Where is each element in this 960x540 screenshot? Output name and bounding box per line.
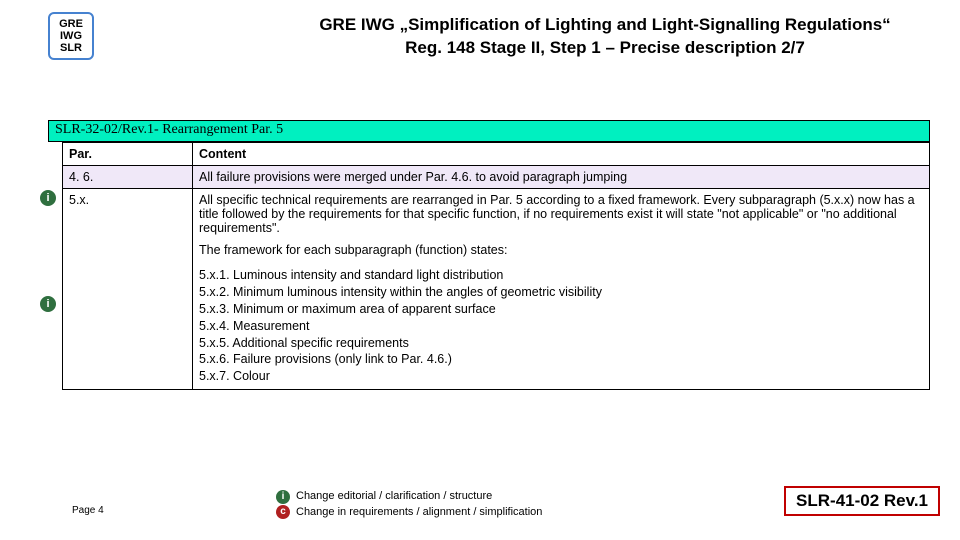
cell-content: All failure provisions were merged under… [193,166,930,189]
table-row: 4. 6. All failure provisions were merged… [63,166,930,189]
legend-i-text: Change editorial / clarification / struc… [296,489,492,504]
framework-list: 5.x.1. Luminous intensity and standard l… [199,267,923,385]
framework-item: 5.x.4. Measurement [199,318,923,335]
content-table: Par. Content 4. 6. All failure provision… [62,142,930,390]
page-title: GRE IWG „Simplification of Lighting and … [280,14,930,60]
framework-item: 5.x.2. Minimum luminous intensity within… [199,284,923,301]
info-badge-icon: i [276,490,290,504]
logo-box: GRE IWG SLR [48,12,94,60]
doc-reference: SLR-41-02 Rev.1 [784,486,940,516]
table-header-row: Par. Content [63,143,930,166]
cell-par: 4. 6. [63,166,193,189]
framework-item: 5.x.6. Failure provisions (only link to … [199,351,923,368]
framework-item: 5.x.1. Luminous intensity and standard l… [199,267,923,284]
col-par-header: Par. [63,143,193,166]
change-badge-icon: c [276,505,290,519]
content-p2: The framework for each subparagraph (fun… [199,243,923,257]
cell-content: All specific technical requirements are … [193,189,930,390]
footer: Page 4 i Change editorial / clarificatio… [0,482,960,522]
legend: i Change editorial / clarification / str… [276,489,542,520]
title-line1: GRE IWG „Simplification of Lighting and … [280,14,930,37]
legend-row-c: c Change in requirements / alignment / s… [276,505,542,520]
info-badge-icon: i [40,296,56,312]
content-p1: All specific technical requirements are … [199,193,923,235]
title-line2: Reg. 148 Stage II, Step 1 – Precise desc… [280,37,930,60]
legend-c-text: Change in requirements / alignment / sim… [296,505,542,520]
framework-item: 5.x.7. Colour [199,368,923,385]
cell-par: 5.x. [63,189,193,390]
logo-line1: GRE [59,18,83,30]
logo-line2: IWG [60,30,82,42]
col-content-header: Content [193,143,930,166]
legend-row-i: i Change editorial / clarification / str… [276,489,542,504]
logo-line3: SLR [60,42,82,54]
section-bar: SLR-32-02/Rev.1- Rearrangement Par. 5 [48,120,930,142]
framework-item: 5.x.3. Minimum or maximum area of appare… [199,301,923,318]
framework-item: 5.x.5. Additional specific requirements [199,335,923,352]
table-row: 5.x. All specific technical requirements… [63,189,930,390]
info-badge-icon: i [40,190,56,206]
page-number: Page 4 [72,505,104,516]
